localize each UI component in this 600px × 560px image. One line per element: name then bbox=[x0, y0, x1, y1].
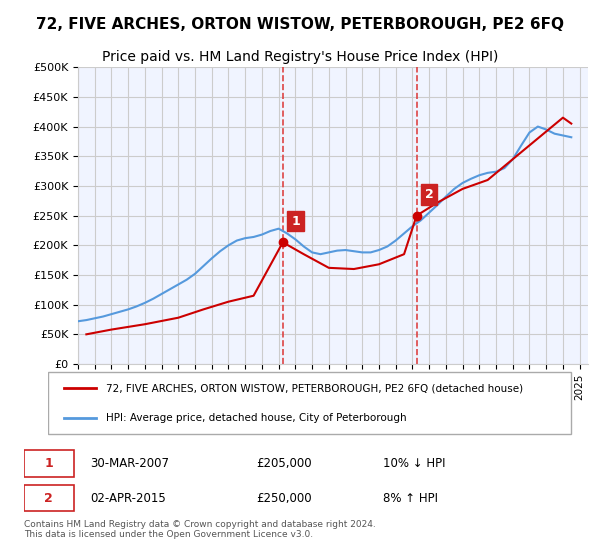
Text: 72, FIVE ARCHES, ORTON WISTOW, PETERBOROUGH, PE2 6FQ (detached house): 72, FIVE ARCHES, ORTON WISTOW, PETERBORO… bbox=[106, 384, 523, 394]
Text: HPI: Average price, detached house, City of Peterborough: HPI: Average price, detached house, City… bbox=[106, 413, 407, 423]
FancyBboxPatch shape bbox=[24, 485, 74, 511]
Text: £205,000: £205,000 bbox=[256, 457, 311, 470]
Text: 2: 2 bbox=[425, 188, 434, 201]
Text: Price paid vs. HM Land Registry's House Price Index (HPI): Price paid vs. HM Land Registry's House … bbox=[102, 50, 498, 64]
FancyBboxPatch shape bbox=[48, 372, 571, 434]
Text: 30-MAR-2007: 30-MAR-2007 bbox=[90, 457, 169, 470]
Text: 8% ↑ HPI: 8% ↑ HPI bbox=[383, 492, 438, 505]
Text: 1: 1 bbox=[44, 457, 53, 470]
Text: 2: 2 bbox=[44, 492, 53, 505]
Text: 02-APR-2015: 02-APR-2015 bbox=[90, 492, 166, 505]
Text: 1: 1 bbox=[291, 214, 300, 227]
Text: Contains HM Land Registry data © Crown copyright and database right 2024.
This d: Contains HM Land Registry data © Crown c… bbox=[24, 520, 376, 539]
Text: 10% ↓ HPI: 10% ↓ HPI bbox=[383, 457, 445, 470]
Text: £250,000: £250,000 bbox=[256, 492, 311, 505]
FancyBboxPatch shape bbox=[24, 450, 74, 477]
Text: 72, FIVE ARCHES, ORTON WISTOW, PETERBOROUGH, PE2 6FQ: 72, FIVE ARCHES, ORTON WISTOW, PETERBORO… bbox=[36, 17, 564, 32]
